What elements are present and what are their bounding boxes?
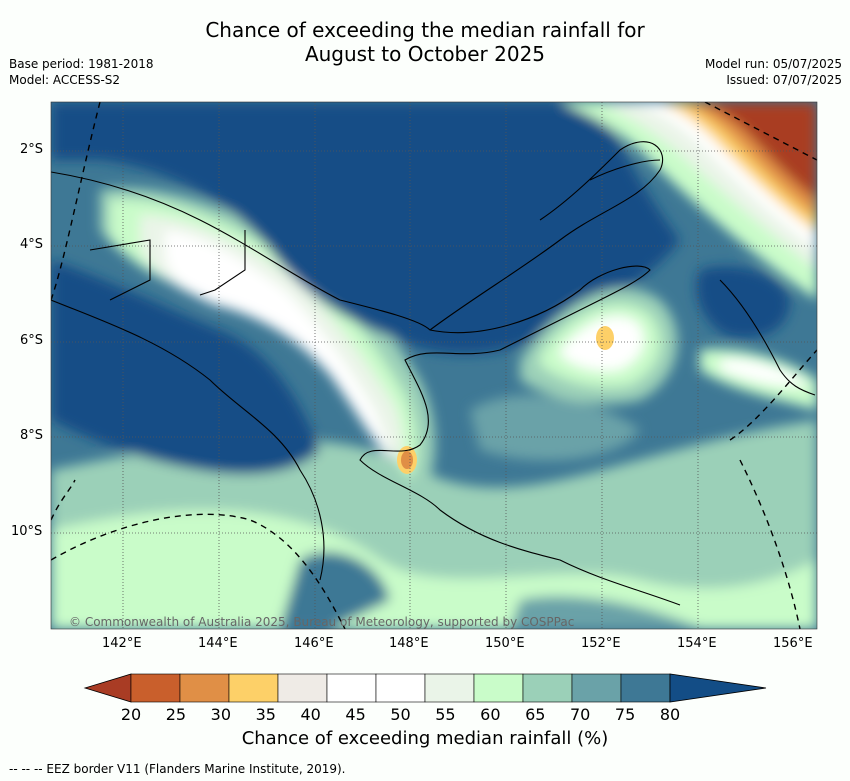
base-period-text: Base period: 1981-2018 [9, 57, 154, 71]
colorbar-segment [375, 673, 426, 703]
lon-tick-156e: 156°E [773, 636, 813, 651]
colorbar-segment [571, 673, 622, 703]
colorbar: 20 25 30 35 40 45 50 55 60 65 70 75 80 [83, 673, 767, 724]
map-title: Chance of exceeding the median rainfall … [0, 18, 850, 66]
lon-tick-144e: 144°E [198, 636, 238, 651]
colorbar-segment [228, 673, 279, 703]
eez-border [51, 102, 817, 629]
model-text: Model: ACCESS-S2 [9, 73, 121, 87]
colorbar-segment [326, 673, 377, 703]
colorbar-segment [277, 673, 328, 703]
title-line-2: August to October 2025 [304, 42, 546, 66]
colorbar-tick-label: 20 [121, 705, 141, 724]
lon-tick-150e: 150°E [485, 636, 525, 651]
colorbar-tick-label: 50 [390, 705, 410, 724]
lat-tick-4s: 4°S [20, 237, 44, 252]
lon-tick-146e: 146°E [294, 636, 334, 651]
lon-tick-152e: 152°E [581, 636, 621, 651]
lat-tick-6s: 6°S [20, 333, 44, 348]
lat-tick-2s: 2°S [20, 142, 44, 157]
colorbar-extend-low [83, 673, 132, 703]
colorbar-label: Chance of exceeding median rainfall (%) [241, 728, 609, 749]
colorbar-tick-label: 40 [300, 705, 320, 724]
colorbar-tick-label: 80 [660, 705, 680, 724]
colorbar-extend-high [669, 673, 767, 703]
colorbar-segment [179, 673, 230, 703]
colorbar-tick-label: 70 [570, 705, 590, 724]
lat-tick-8s: 8°S [20, 428, 44, 443]
colorbar-segment [522, 673, 573, 703]
colorbar-segment [620, 673, 671, 703]
colorbar-tick-label: 30 [211, 705, 231, 724]
meta-left: Base period: 1981-2018 Model: ACCESS-S2 [9, 56, 154, 88]
lon-tick-154e: 154°E [677, 636, 717, 651]
graticule [51, 102, 817, 629]
colorbar-tick-label: 45 [345, 705, 365, 724]
colorbar-tick-label: 65 [525, 705, 545, 724]
warm-spot-east [596, 326, 614, 350]
colorbar-tick-label: 55 [435, 705, 455, 724]
issued-text: Issued: 07/07/2025 [726, 73, 842, 87]
coastlines [51, 141, 816, 606]
colorbar-tick-label: 60 [480, 705, 500, 724]
lon-tick-148e: 148°E [389, 636, 429, 651]
eez-footnote: -- -- -- EEZ border V11 (Flanders Marine… [9, 762, 346, 776]
colorbar-tick-label: 25 [166, 705, 186, 724]
copyright-text: © Commonwealth of Australia 2025, Bureau… [69, 615, 574, 629]
colorbar-tick-label: 75 [615, 705, 635, 724]
colorbar-tick-label: 35 [256, 705, 276, 724]
map-frame [50, 101, 818, 630]
colorbar-segment [424, 673, 475, 703]
title-line-1: Chance of exceeding the median rainfall … [205, 18, 645, 42]
model-run-text: Model run: 05/07/2025 [704, 57, 842, 71]
lon-tick-142e: 142°E [102, 636, 142, 651]
colorbar-segment [473, 673, 524, 703]
meta-right: Model run: 05/07/2025 Issued: 07/07/2025 [705, 56, 842, 88]
colorbar-segment [130, 673, 181, 703]
lat-tick-10s: 10°S [11, 524, 43, 539]
contour-field [51, 102, 817, 629]
